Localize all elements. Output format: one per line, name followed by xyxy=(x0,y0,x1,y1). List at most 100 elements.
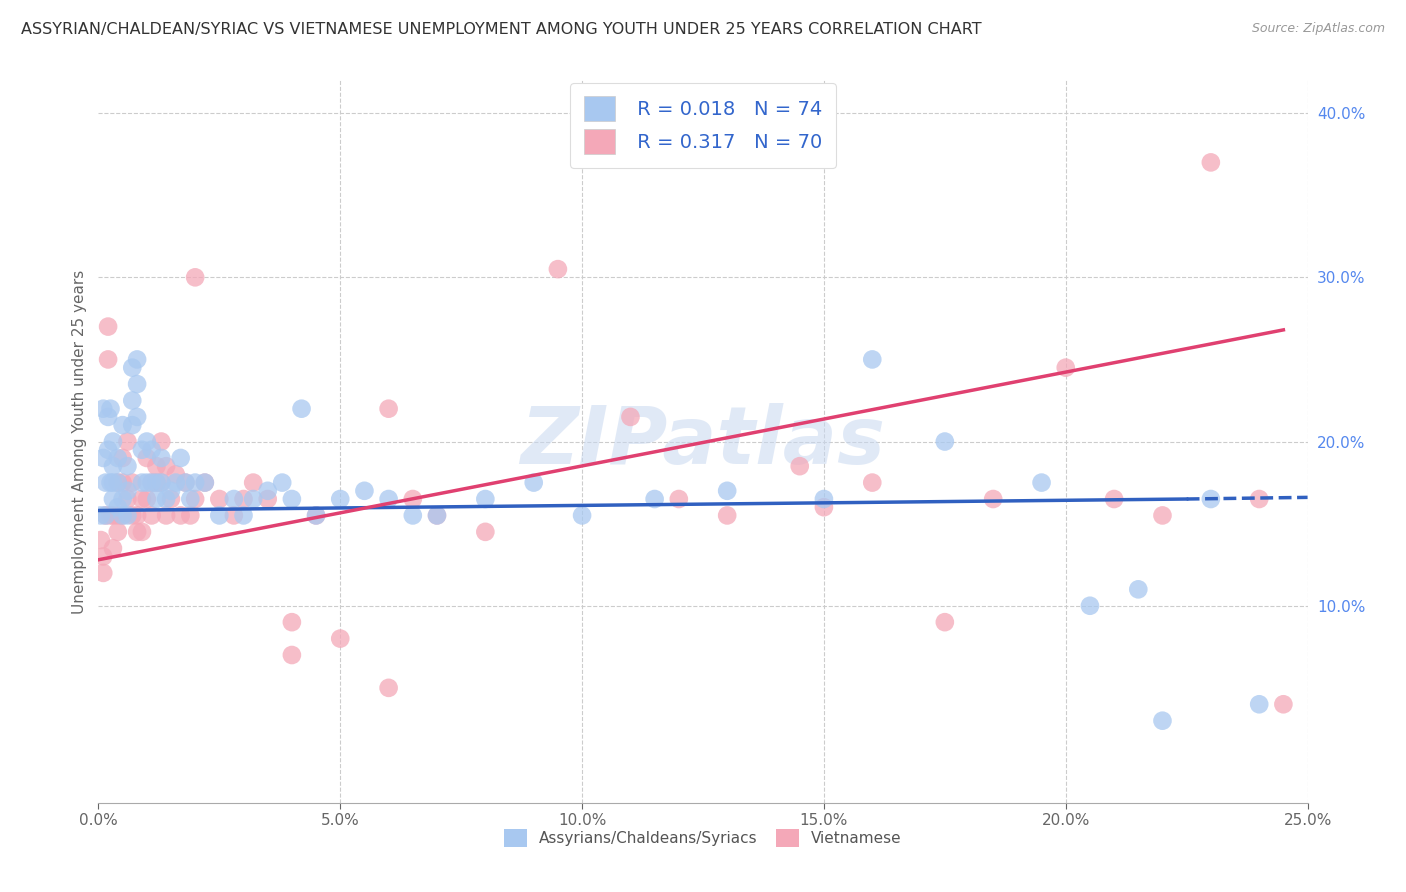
Point xyxy=(169,508,191,523)
Point xyxy=(160,483,183,498)
Point xyxy=(281,491,304,506)
Point xyxy=(474,524,496,539)
Point xyxy=(165,475,187,490)
Point xyxy=(97,442,120,457)
Point xyxy=(111,418,134,433)
Point xyxy=(813,500,835,515)
Point xyxy=(131,442,153,457)
Point xyxy=(121,508,143,523)
Point xyxy=(107,508,129,523)
Point xyxy=(271,475,294,490)
Point xyxy=(860,352,883,367)
Text: Source: ZipAtlas.com: Source: ZipAtlas.com xyxy=(1251,22,1385,36)
Point xyxy=(94,508,117,523)
Point xyxy=(100,508,122,523)
Point xyxy=(97,352,120,367)
Point xyxy=(90,508,112,523)
Point xyxy=(160,491,183,506)
Point xyxy=(145,491,167,506)
Point xyxy=(117,508,139,523)
Point xyxy=(426,508,449,523)
Point xyxy=(101,459,124,474)
Point xyxy=(107,524,129,539)
Point xyxy=(131,524,153,539)
Point xyxy=(402,491,425,506)
Point xyxy=(111,508,134,523)
Y-axis label: Unemployment Among Youth under 25 years: Unemployment Among Youth under 25 years xyxy=(72,269,87,614)
Point xyxy=(290,401,312,416)
Point xyxy=(117,491,139,506)
Point xyxy=(174,475,197,490)
Point xyxy=(135,475,157,490)
Point xyxy=(90,533,112,547)
Point xyxy=(101,491,124,506)
Point xyxy=(668,491,690,506)
Point xyxy=(111,475,134,490)
Point xyxy=(179,508,201,523)
Point xyxy=(281,615,304,630)
Point xyxy=(619,409,641,424)
Point xyxy=(426,508,449,523)
Point xyxy=(1199,155,1222,169)
Point xyxy=(353,483,375,498)
Point xyxy=(94,475,117,490)
Point xyxy=(131,475,153,490)
Point xyxy=(813,491,835,506)
Point xyxy=(305,508,328,523)
Point xyxy=(141,508,163,523)
Point xyxy=(97,409,120,424)
Point xyxy=(127,524,149,539)
Point xyxy=(377,491,399,506)
Point xyxy=(155,491,177,506)
Point xyxy=(184,270,207,285)
Point xyxy=(474,491,496,506)
Point xyxy=(305,508,328,523)
Point xyxy=(91,549,114,564)
Point xyxy=(145,459,167,474)
Point xyxy=(97,319,120,334)
Point xyxy=(111,508,134,523)
Point xyxy=(121,360,143,375)
Point xyxy=(208,508,231,523)
Point xyxy=(107,500,129,515)
Point xyxy=(1152,508,1174,523)
Point xyxy=(256,483,278,498)
Point xyxy=(141,442,163,457)
Point xyxy=(135,434,157,449)
Point xyxy=(121,475,143,490)
Point xyxy=(329,491,352,506)
Point xyxy=(523,475,546,490)
Point xyxy=(150,434,173,449)
Point xyxy=(117,483,139,498)
Point xyxy=(184,491,207,506)
Point xyxy=(101,541,124,556)
Point xyxy=(860,475,883,490)
Point xyxy=(222,491,245,506)
Point xyxy=(1128,582,1150,597)
Point xyxy=(1054,360,1077,375)
Point xyxy=(121,393,143,408)
Point xyxy=(135,450,157,465)
Point xyxy=(1249,491,1271,506)
Point xyxy=(179,491,201,506)
Point xyxy=(402,508,425,523)
Point xyxy=(155,459,177,474)
Point xyxy=(208,491,231,506)
Point xyxy=(934,434,956,449)
Point xyxy=(141,475,163,490)
Point xyxy=(194,475,217,490)
Point xyxy=(101,475,124,490)
Point xyxy=(716,508,738,523)
Point xyxy=(716,483,738,498)
Point xyxy=(145,475,167,490)
Point xyxy=(194,475,217,490)
Point xyxy=(91,566,114,580)
Point xyxy=(121,418,143,433)
Point xyxy=(1272,698,1295,712)
Point xyxy=(150,475,173,490)
Point xyxy=(94,508,117,523)
Point xyxy=(127,352,149,367)
Point xyxy=(135,491,157,506)
Text: ASSYRIAN/CHALDEAN/SYRIAC VS VIETNAMESE UNEMPLOYMENT AMONG YOUTH UNDER 25 YEARS C: ASSYRIAN/CHALDEAN/SYRIAC VS VIETNAMESE U… xyxy=(21,22,981,37)
Point xyxy=(571,508,593,523)
